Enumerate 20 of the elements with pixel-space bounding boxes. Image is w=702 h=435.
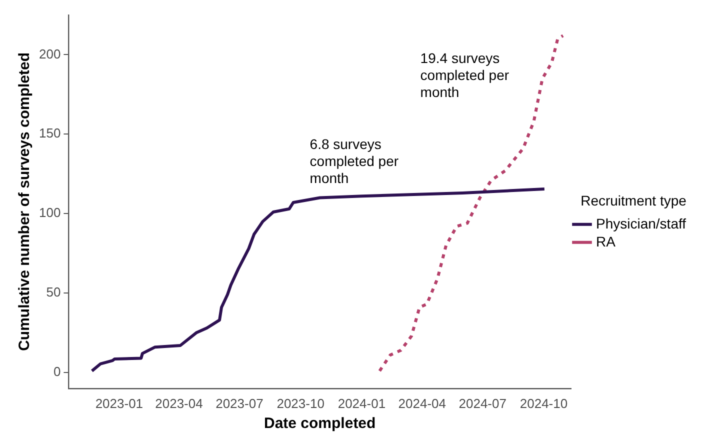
annotation: 6.8 surveys completed per month	[310, 136, 399, 186]
legend-label: RA	[596, 233, 616, 250]
y-tick-label: 150	[38, 126, 61, 141]
x-tick-label: 2024-04	[398, 396, 446, 411]
x-tick-label: 2024-07	[458, 396, 506, 411]
legend-label: Physician/staff	[596, 215, 686, 232]
y-tick-label: 200	[38, 46, 61, 62]
annotation: 19.4 surveys completed per month	[420, 50, 510, 100]
x-tick-label: 2023-10	[276, 396, 324, 411]
x-axis-title: Date completed	[264, 415, 376, 432]
x-tick-label: 2023-07	[216, 396, 264, 411]
x-tick-label: 2024-01	[338, 396, 386, 411]
x-tick-label: 2023-01	[95, 396, 144, 411]
x-tick-label: 2023-04	[155, 396, 203, 411]
legend-title: Recruitment type	[580, 192, 687, 208]
y-tick-label: 50	[46, 284, 61, 300]
x-tick-label: 2024-10	[520, 396, 568, 411]
y-tick-label: 100	[38, 205, 61, 220]
y-axis-title: Cumulative number of surveys completed	[16, 52, 34, 351]
y-tick-label: 0	[53, 364, 61, 380]
